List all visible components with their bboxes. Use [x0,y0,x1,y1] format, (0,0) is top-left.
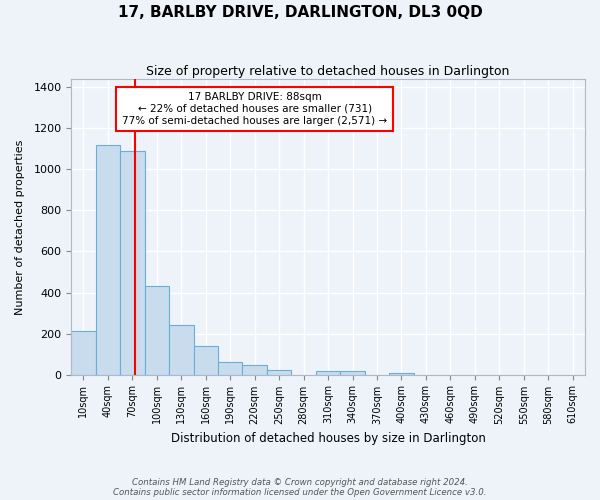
Bar [71,332,95,374]
Bar [340,372,365,374]
Bar [169,326,194,374]
Bar [389,372,414,374]
Bar [120,151,145,374]
Bar [95,145,120,374]
X-axis label: Distribution of detached houses by size in Darlington: Distribution of detached houses by size … [170,432,485,445]
Text: 17 BARLBY DRIVE: 88sqm
← 22% of detached houses are smaller (731)
77% of semi-de: 17 BARLBY DRIVE: 88sqm ← 22% of detached… [122,92,387,126]
Bar [145,286,169,374]
Bar [242,366,267,374]
Y-axis label: Number of detached properties: Number of detached properties [15,139,25,314]
Text: Contains HM Land Registry data © Crown copyright and database right 2024.
Contai: Contains HM Land Registry data © Crown c… [113,478,487,497]
Bar [218,362,242,374]
Title: Size of property relative to detached houses in Darlington: Size of property relative to detached ho… [146,65,510,78]
Bar [316,372,340,374]
Text: 17, BARLBY DRIVE, DARLINGTON, DL3 0QD: 17, BARLBY DRIVE, DARLINGTON, DL3 0QD [118,5,482,20]
Bar [267,370,292,374]
Bar [194,346,218,374]
